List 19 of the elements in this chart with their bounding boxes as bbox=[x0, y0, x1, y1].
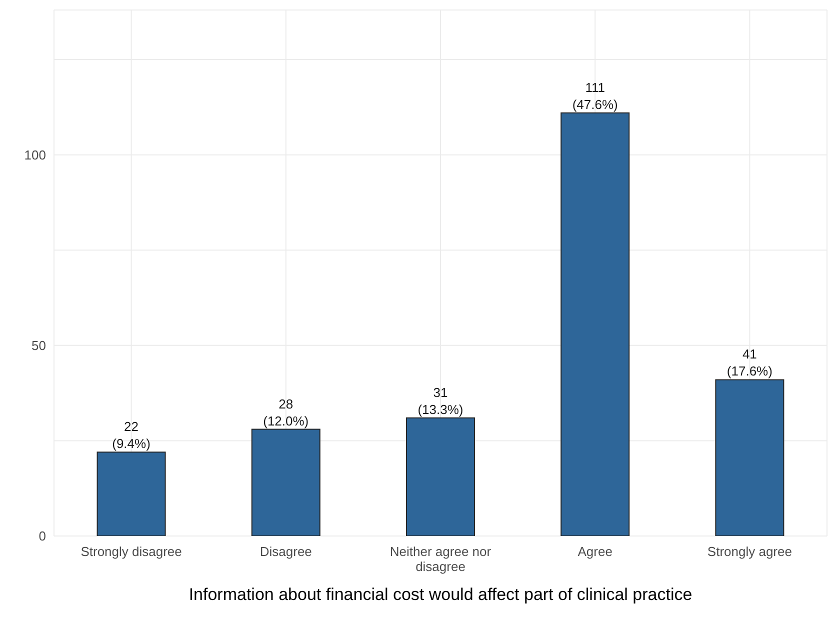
x-tick-label: Strongly disagree bbox=[80, 544, 182, 559]
y-tick-label: 50 bbox=[32, 338, 46, 354]
x-tick-label: Disagree bbox=[260, 544, 312, 559]
data-label: 22 (9.4%) bbox=[112, 419, 150, 452]
y-tick-label: 100 bbox=[24, 147, 46, 162]
data-label: 111 (47.6%) bbox=[572, 80, 618, 112]
bar bbox=[715, 379, 784, 536]
bar bbox=[406, 417, 475, 536]
data-label: 31 (13.3%) bbox=[418, 384, 464, 417]
y-tick-label: 0 bbox=[38, 528, 46, 544]
x-tick-label: Neither agree nor disagree bbox=[390, 544, 492, 574]
bar bbox=[251, 428, 320, 536]
data-label: 28 (12.0%) bbox=[263, 396, 309, 428]
bar bbox=[560, 112, 630, 536]
bar bbox=[96, 452, 166, 536]
x-tick-label: Strongly agree bbox=[707, 544, 792, 559]
x-axis-title: Information about financial cost would affect part of clinical practice bbox=[188, 585, 692, 604]
x-tick-label: Agree bbox=[578, 544, 612, 559]
data-label: 41 (17.6%) bbox=[726, 346, 772, 379]
